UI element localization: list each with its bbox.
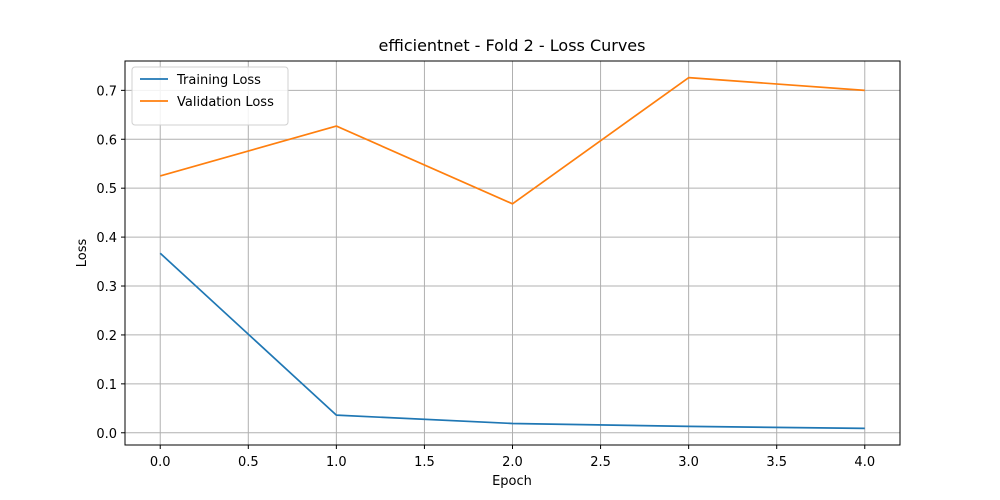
x-tick-label: 3.0 <box>678 455 699 470</box>
y-tick-label: 0.4 <box>96 231 117 246</box>
legend-label-0: Training Loss <box>176 73 261 88</box>
series-lines <box>159 76 865 430</box>
series-line-1 <box>159 76 865 205</box>
chart-title: efficientnet - Fold 2 - Loss Curves <box>379 36 646 55</box>
x-tick-label: 2.5 <box>590 455 611 470</box>
x-tick-label: 0.0 <box>150 455 171 470</box>
y-axis-label: Loss <box>75 239 90 268</box>
x-tick-label: 2.0 <box>502 455 523 470</box>
y-tick-label: 0.0 <box>96 427 117 442</box>
y-tick-label: 0.5 <box>96 182 117 197</box>
legend-label-1: Validation Loss <box>177 95 274 110</box>
legend-box <box>131 66 289 126</box>
y-tick-label: 0.2 <box>96 329 117 344</box>
x-tick-label: 1.0 <box>326 455 347 470</box>
legend: Training Loss Validation Loss <box>131 66 289 126</box>
x-tick-label: 1.5 <box>414 455 435 470</box>
y-tick-label: 0.1 <box>96 378 117 393</box>
y-tick-label: 0.7 <box>96 84 117 99</box>
y-tick-label: 0.6 <box>96 133 117 148</box>
x-tick-label: 0.5 <box>238 455 259 470</box>
x-axis-label: Epoch <box>492 474 532 489</box>
x-axis-ticks: 0.0 0.5 1.0 1.5 2.0 2.5 3.0 3.5 4.0 <box>150 445 875 470</box>
y-tick-label: 0.3 <box>96 280 117 295</box>
series-line-0 <box>159 252 865 430</box>
grid <box>125 61 900 445</box>
y-axis-ticks: 0.0 0.1 0.2 0.3 0.4 0.5 0.6 0.7 <box>96 84 125 442</box>
x-tick-label: 4.0 <box>854 455 875 470</box>
x-tick-label: 3.5 <box>766 455 787 470</box>
